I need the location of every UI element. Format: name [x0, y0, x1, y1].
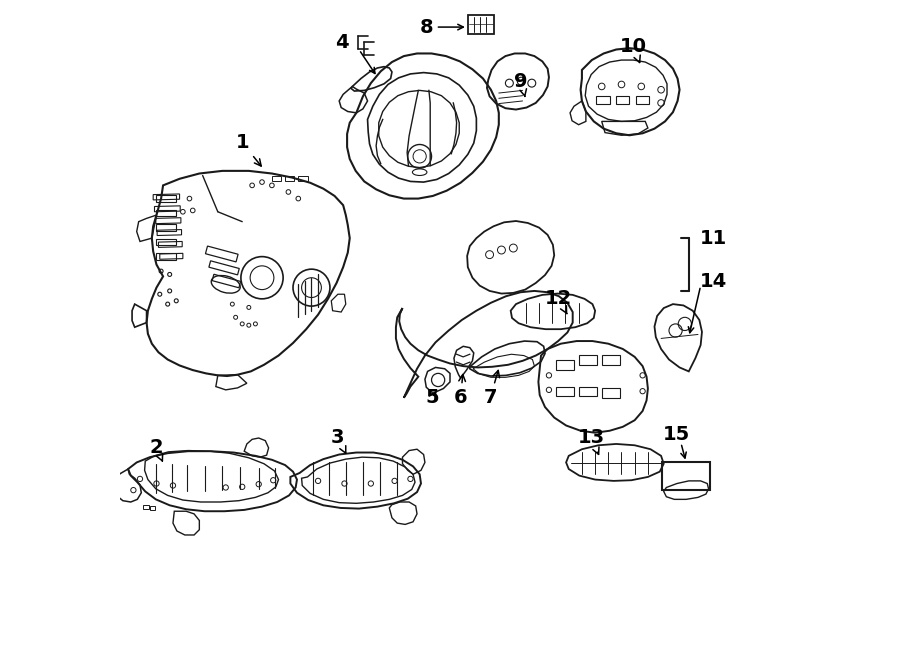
- Bar: [602, 388, 620, 398]
- Bar: [157, 224, 176, 231]
- Bar: [157, 210, 176, 216]
- Bar: [212, 274, 240, 288]
- Bar: [285, 176, 294, 181]
- Bar: [150, 506, 155, 510]
- Bar: [209, 261, 239, 275]
- Text: 9: 9: [515, 71, 528, 97]
- Bar: [469, 15, 493, 34]
- Bar: [616, 97, 629, 104]
- Text: 15: 15: [663, 425, 690, 444]
- Bar: [555, 360, 574, 370]
- Bar: [143, 504, 148, 508]
- Bar: [157, 195, 176, 202]
- Text: 1: 1: [236, 133, 261, 166]
- Bar: [597, 97, 609, 104]
- Text: 14: 14: [699, 272, 726, 291]
- Bar: [157, 239, 176, 245]
- Bar: [662, 463, 710, 490]
- Text: 10: 10: [620, 38, 647, 63]
- Bar: [298, 176, 308, 181]
- Text: 5: 5: [426, 388, 439, 407]
- Text: 7: 7: [483, 370, 500, 407]
- Text: 3: 3: [331, 428, 346, 453]
- Bar: [272, 176, 281, 181]
- Text: 2: 2: [149, 438, 163, 461]
- Text: 8: 8: [419, 18, 433, 36]
- Text: 12: 12: [545, 290, 572, 314]
- Text: 6: 6: [454, 375, 467, 407]
- Bar: [602, 355, 620, 365]
- Bar: [579, 355, 597, 365]
- Bar: [205, 246, 239, 262]
- Text: 4: 4: [335, 33, 348, 52]
- Text: 11: 11: [699, 229, 726, 248]
- Bar: [157, 253, 176, 260]
- Text: 13: 13: [578, 428, 605, 454]
- Bar: [636, 97, 649, 104]
- Bar: [555, 387, 574, 397]
- Bar: [579, 387, 597, 397]
